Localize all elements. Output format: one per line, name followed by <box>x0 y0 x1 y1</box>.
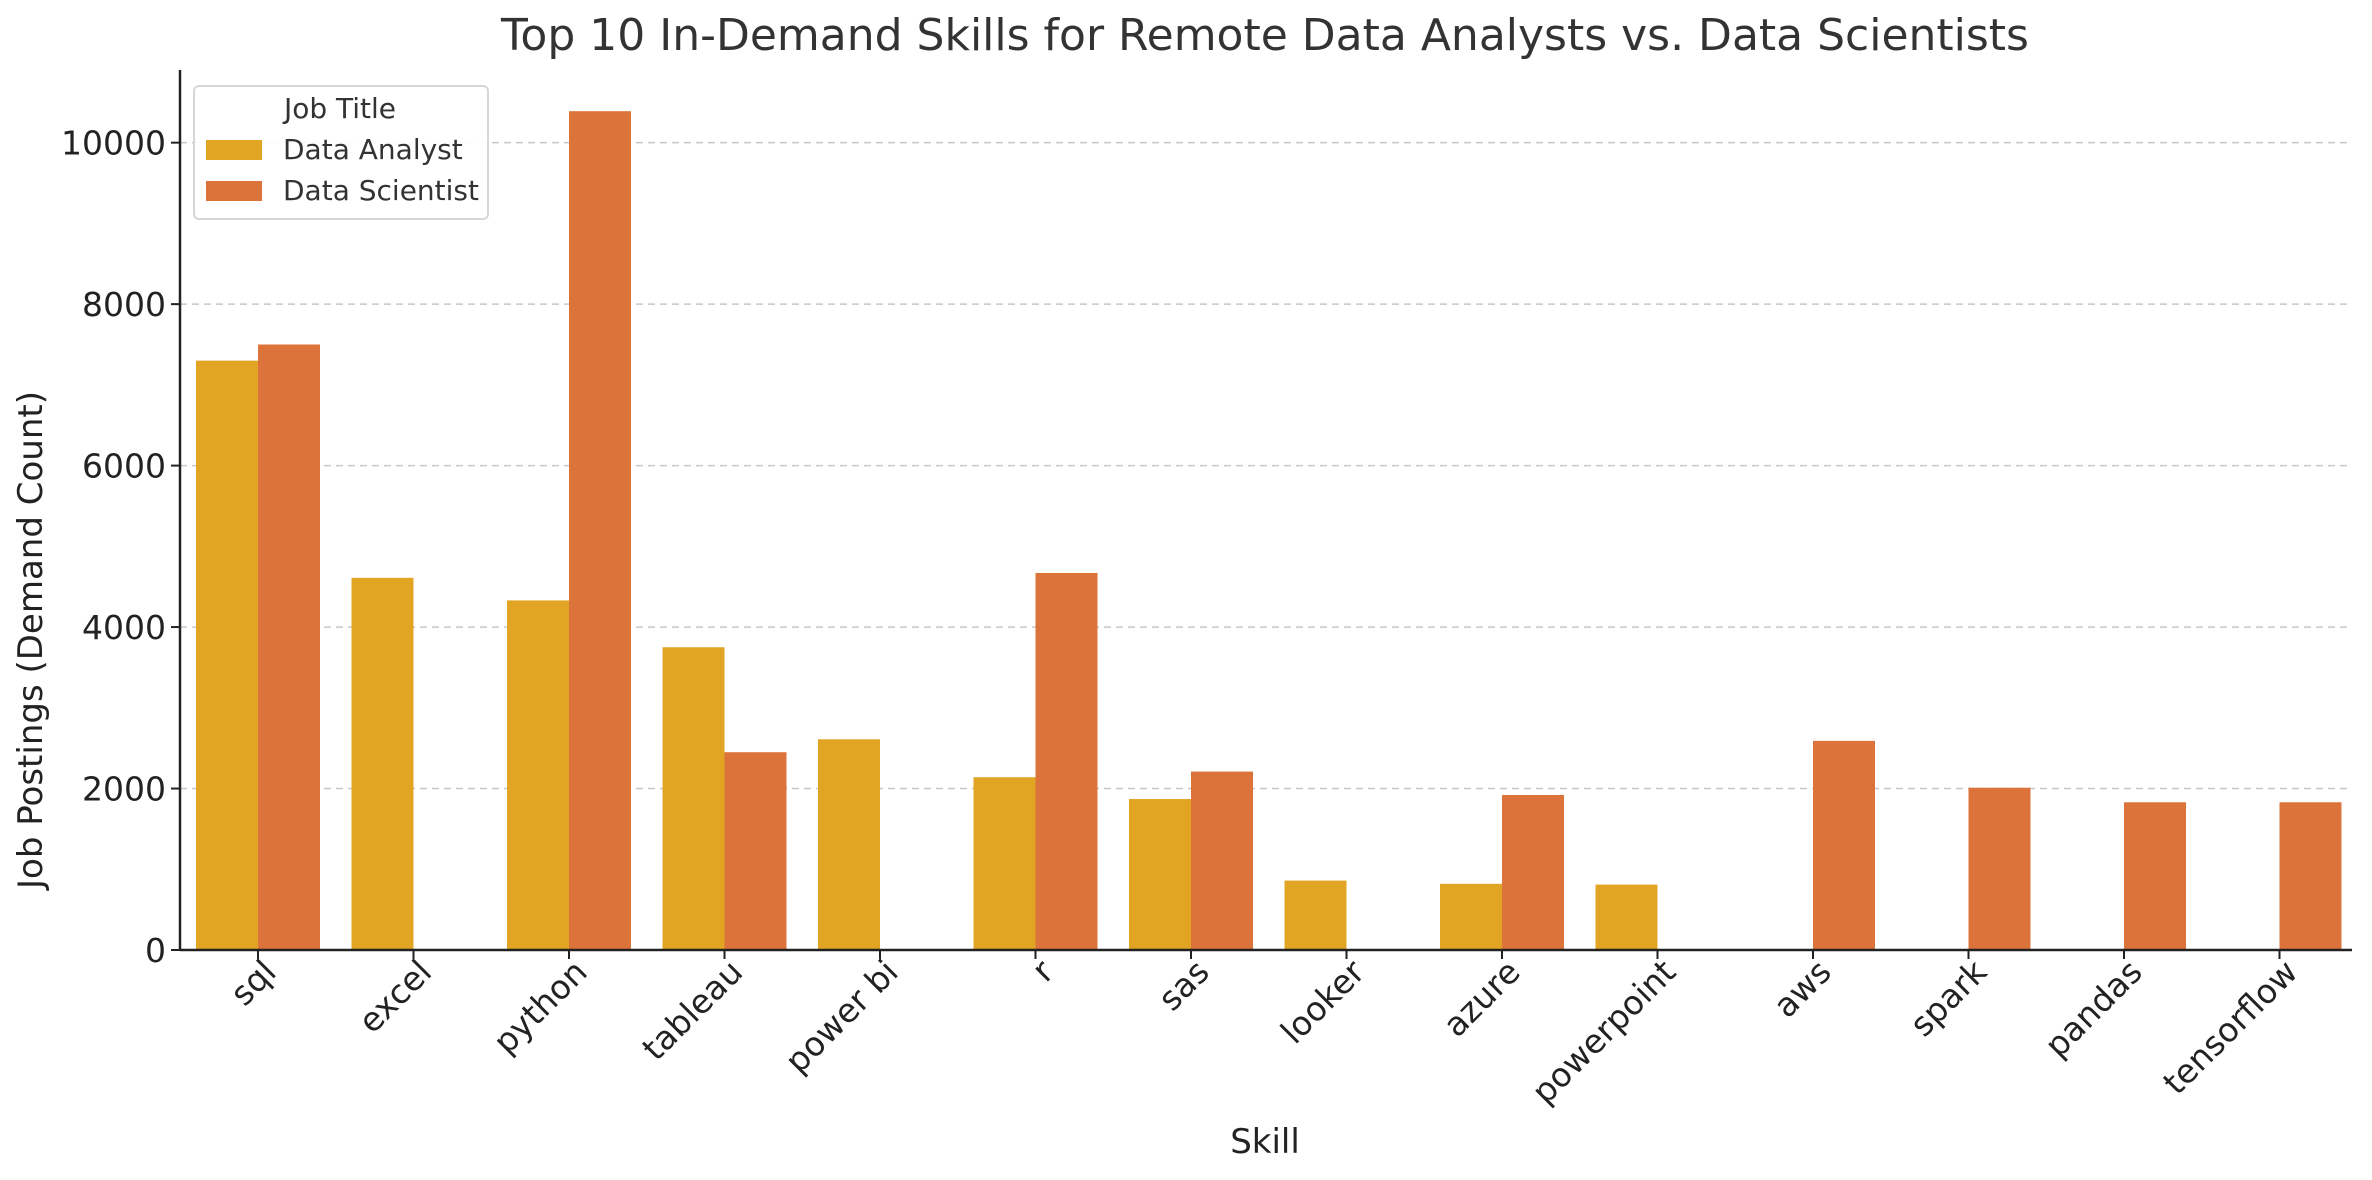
axes-layer <box>178 70 2352 952</box>
x-tick-label-aws: aws <box>1766 952 1839 1025</box>
bar-data-scientist-tensorflow <box>2279 802 2342 950</box>
x-tick-label-python: python <box>485 952 594 1061</box>
legend-swatch-data-scientist <box>206 181 262 201</box>
x-tick-label-tableau: tableau <box>634 952 750 1068</box>
x-tick-label-pandas: pandas <box>2037 952 2150 1065</box>
x-tick-label-power-bi: power bi <box>777 952 905 1080</box>
bar-data-analyst-r <box>973 777 1036 950</box>
legend-title: Job Title <box>282 92 396 125</box>
legend-frame <box>193 85 489 220</box>
legend: Job Title Data Analyst Data Scientist <box>193 85 489 220</box>
legend-label-data-scientist: Data Scientist <box>283 174 479 207</box>
x-tick-label-azure: azure <box>1435 952 1527 1044</box>
bar-data-analyst-powerpoint <box>1595 884 1658 950</box>
bar-data-scientist-aws <box>1813 740 1875 950</box>
bar-data-scientist-tableau <box>724 752 787 950</box>
bar-data-scientist-spark <box>1968 787 2031 950</box>
y-tick-label: 10000 <box>61 124 166 163</box>
bars-layer <box>196 111 2342 950</box>
bar-data-analyst-sas <box>1129 799 1191 950</box>
bar-data-analyst-looker <box>1284 880 1347 950</box>
bar-data-scientist-azure <box>1502 794 1564 950</box>
bar-data-scientist-sas <box>1191 771 1253 950</box>
x-tick-label-looker: looker <box>1273 952 1373 1052</box>
y-tick-label: 2000 <box>82 770 166 809</box>
bar-data-scientist-r <box>1035 572 1098 950</box>
grid-layer <box>180 141 2352 790</box>
x-tick-label-tensorflow: tensorflow <box>2155 952 2305 1102</box>
x-tick-label-r: r <box>1024 952 1061 989</box>
x-tick-label-powerpoint: powerpoint <box>1524 952 1683 1111</box>
x-tick-label-spark: spark <box>1902 951 1995 1044</box>
y-axis-label: Job Postings (Demand Count) <box>11 391 51 891</box>
bar-data-analyst-sql <box>196 360 258 950</box>
bar-data-analyst-python <box>507 600 569 950</box>
x-tick-label-excel: excel <box>351 952 440 1041</box>
x-axis-label: Skill <box>1230 1122 1300 1162</box>
y-tick-label: 8000 <box>82 285 166 324</box>
bar-data-scientist-python <box>569 111 631 950</box>
bar-data-analyst-azure <box>1440 883 1502 950</box>
bar-data-analyst-tableau <box>662 647 725 950</box>
y-tick-label: 4000 <box>82 608 166 647</box>
legend-label-data-analyst: Data Analyst <box>283 133 463 166</box>
y-tick-label: 6000 <box>82 447 166 486</box>
bar-data-scientist-pandas <box>2124 802 2186 950</box>
bar-data-analyst-power-bi <box>818 739 880 950</box>
bar-data-analyst-excel <box>351 577 414 950</box>
legend-swatch-data-analyst <box>206 140 262 160</box>
x-tick-label-sql: sql <box>223 952 284 1013</box>
y-tick-label: 0 <box>145 931 166 970</box>
chart-title: Top 10 In-Demand Skills for Remote Data … <box>500 10 2029 61</box>
bar-data-scientist-sql <box>258 344 320 950</box>
x-tick-label-sas: sas <box>1150 952 1216 1018</box>
